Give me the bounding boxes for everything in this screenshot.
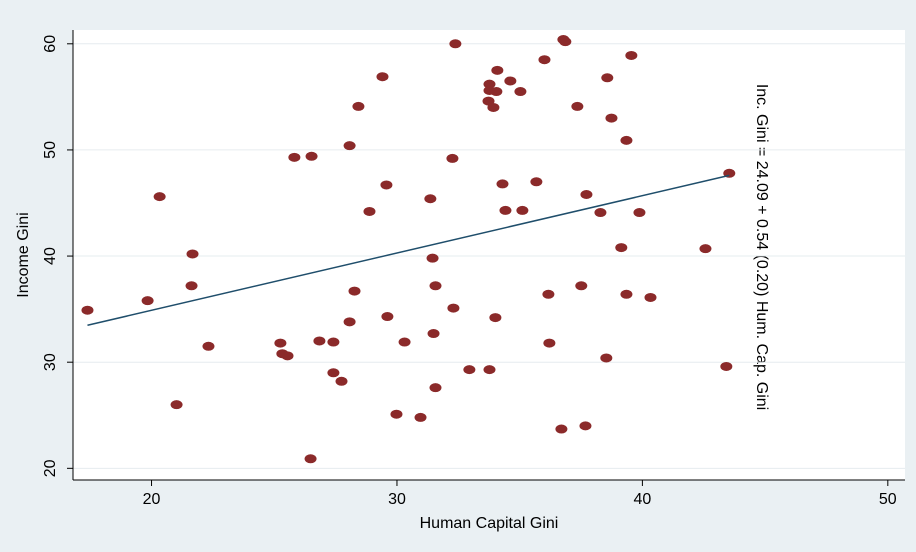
x-tick-label: 50 bbox=[879, 491, 897, 508]
y-tick-label: 40 bbox=[42, 247, 59, 265]
y-tick-label: 20 bbox=[42, 459, 59, 477]
point bbox=[335, 376, 348, 386]
point bbox=[499, 205, 512, 215]
point bbox=[141, 296, 154, 306]
point bbox=[281, 351, 294, 361]
point bbox=[305, 151, 318, 161]
point bbox=[496, 179, 509, 189]
point bbox=[427, 329, 440, 339]
point bbox=[615, 243, 628, 253]
point bbox=[446, 153, 459, 163]
point bbox=[542, 289, 555, 299]
point bbox=[81, 305, 94, 315]
point bbox=[352, 101, 365, 111]
point bbox=[516, 205, 529, 215]
point bbox=[489, 313, 502, 323]
point bbox=[559, 37, 572, 47]
point bbox=[538, 55, 551, 65]
point bbox=[625, 50, 638, 60]
point bbox=[571, 101, 584, 111]
point bbox=[580, 190, 593, 200]
point bbox=[426, 253, 439, 263]
point bbox=[514, 87, 527, 97]
point bbox=[620, 289, 633, 299]
point bbox=[491, 65, 504, 75]
point bbox=[487, 102, 500, 112]
point bbox=[504, 76, 517, 86]
point bbox=[555, 424, 568, 434]
point bbox=[186, 249, 199, 259]
point bbox=[304, 454, 317, 464]
point bbox=[594, 208, 607, 218]
x-tick-label: 40 bbox=[633, 491, 651, 508]
point bbox=[327, 337, 340, 347]
y-tick-label: 30 bbox=[42, 353, 59, 371]
point bbox=[343, 317, 356, 327]
point bbox=[543, 338, 556, 348]
point bbox=[601, 73, 614, 83]
point bbox=[579, 421, 592, 431]
point bbox=[424, 194, 437, 204]
point bbox=[605, 113, 618, 123]
point bbox=[483, 79, 496, 89]
point bbox=[600, 353, 613, 363]
point bbox=[153, 192, 166, 202]
annotation: Inc. Gini = 24.09 + 0.54 (0.20) Hum. Cap… bbox=[753, 84, 770, 410]
point bbox=[363, 206, 376, 216]
x-axis-label: Human Capital Gini bbox=[420, 515, 559, 532]
point bbox=[449, 39, 462, 49]
point bbox=[575, 281, 588, 291]
point bbox=[170, 400, 183, 410]
y-tick-label: 60 bbox=[42, 35, 59, 53]
point bbox=[313, 336, 326, 346]
point bbox=[720, 361, 733, 371]
point bbox=[429, 383, 442, 393]
point bbox=[274, 338, 287, 348]
x-tick-label: 30 bbox=[388, 491, 406, 508]
point bbox=[390, 409, 403, 419]
point bbox=[429, 281, 442, 291]
y-tick-label: 50 bbox=[42, 141, 59, 159]
point bbox=[447, 303, 460, 313]
point bbox=[463, 365, 476, 375]
point bbox=[620, 135, 633, 145]
point bbox=[288, 152, 301, 162]
point bbox=[398, 337, 411, 347]
point bbox=[202, 341, 215, 351]
point bbox=[376, 72, 389, 82]
point bbox=[327, 368, 340, 378]
fit-line bbox=[87, 174, 730, 326]
point bbox=[483, 365, 496, 375]
point bbox=[414, 412, 427, 422]
point bbox=[530, 177, 543, 187]
point bbox=[490, 87, 503, 97]
point bbox=[644, 292, 657, 302]
point bbox=[381, 312, 394, 322]
x-tick-label: 20 bbox=[143, 491, 161, 508]
point bbox=[348, 286, 361, 296]
y-axis-label: Income Gini bbox=[15, 212, 32, 297]
point bbox=[699, 244, 712, 254]
point bbox=[185, 281, 198, 291]
point bbox=[633, 208, 646, 218]
point bbox=[380, 180, 393, 190]
point bbox=[343, 141, 356, 151]
